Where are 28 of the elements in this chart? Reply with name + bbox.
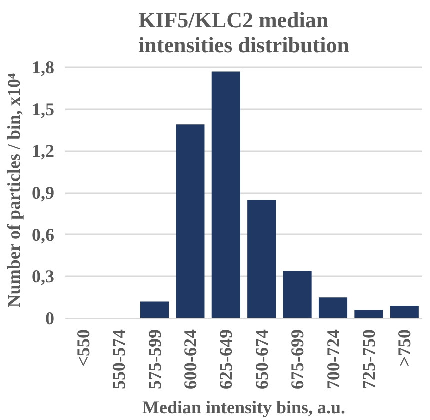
x-tick-label: 600-624 — [180, 329, 200, 390]
bar — [283, 271, 312, 318]
bar — [318, 298, 348, 318]
bar — [354, 310, 384, 318]
x-tick-label: 550-574 — [109, 329, 130, 390]
y-tick-label: 0,9 — [32, 183, 54, 204]
bar — [176, 124, 205, 318]
x-tick-label: 700-724 — [323, 329, 344, 390]
x-tick-label: 575-599 — [144, 329, 165, 390]
bar — [140, 302, 170, 318]
y-tick-label: 1,5 — [32, 99, 54, 120]
x-tick-label: 675-699 — [288, 329, 308, 390]
x-tick-label: >750 — [394, 329, 415, 367]
y-tick-label: 0,6 — [32, 224, 54, 245]
y-tick-label: 1,2 — [32, 141, 54, 162]
bar — [248, 200, 276, 318]
chart-title: KIF5/KLC2 median intensities distribution — [138, 8, 350, 58]
x-tick-label: 650-674 — [252, 329, 272, 390]
y-tick-label: 0,3 — [32, 266, 54, 287]
x-tick-label: <550 — [73, 329, 94, 367]
y-axis-title: Number of particles / bin, x10⁴ — [4, 73, 24, 308]
x-tick-label: 725-750 — [358, 329, 379, 390]
bar — [390, 306, 419, 318]
y-tick-label: 1,8 — [32, 58, 54, 78]
y-tick-label: 0 — [46, 308, 54, 328]
x-axis-title: Median intensity bins, a.u. — [142, 397, 346, 418]
x-tick-label: 625-649 — [216, 329, 236, 390]
bar — [212, 72, 240, 318]
